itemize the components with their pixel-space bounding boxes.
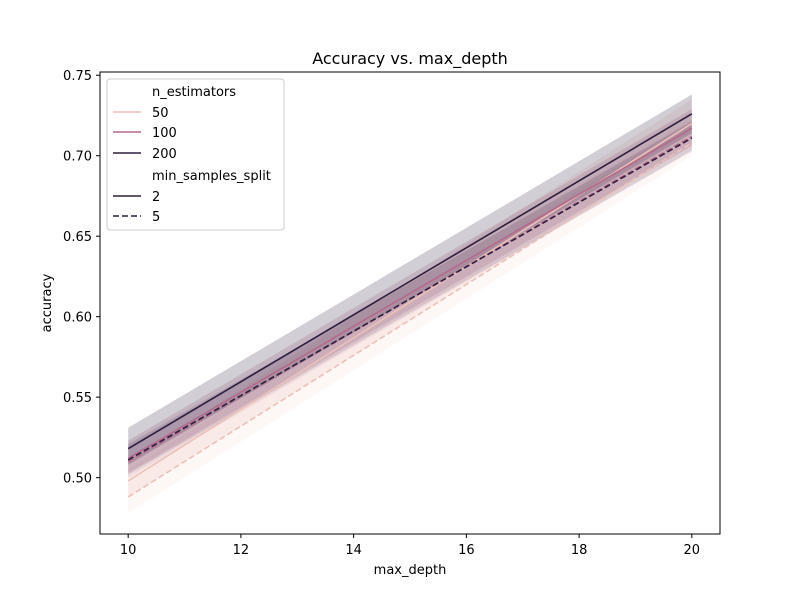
y-axis-label: accuracy: [40, 273, 55, 332]
x-tick-label: 20: [684, 543, 701, 558]
x-tick-label: 14: [345, 543, 362, 558]
plot-frame: [99, 71, 721, 535]
ci-band-n100-mss2: [128, 109, 692, 473]
legend-hue-label: 100: [152, 126, 177, 141]
x-tick-label: 18: [571, 543, 588, 558]
y-tick-label: 0.65: [63, 230, 92, 245]
legend: n_estimators min_samples_split 50 100 200 2…: [106, 78, 285, 231]
y-tick-label: 0.70: [63, 150, 92, 165]
x-tick-label: 10: [120, 543, 137, 558]
y-tick-label: 0.75: [63, 69, 92, 84]
chart-title: Accuracy vs. max_depth: [312, 49, 508, 69]
legend-hue-label: 200: [152, 147, 177, 162]
legend-box: [106, 78, 285, 231]
x-axis-ticks: 10 12 14 16 18 20: [120, 534, 700, 558]
y-tick-label: 0.50: [63, 472, 92, 487]
series-line-n100-mss2: [127, 127, 693, 460]
y-tick-label: 0.55: [63, 391, 92, 406]
y-tick-label: 0.60: [63, 311, 92, 326]
series-lines: [127, 113, 693, 498]
legend-style-label: 5: [152, 210, 160, 225]
y-axis-ticks: 0.50 0.55 0.60 0.65 0.70 0.75: [63, 69, 100, 487]
x-tick-label: 16: [458, 543, 475, 558]
x-axis-label: max_depth: [374, 563, 447, 578]
legend-style-title: min_samples_split: [152, 169, 271, 184]
legend-hue-title: n_estimators: [152, 85, 236, 100]
legend-style-label: 2: [152, 190, 160, 205]
ci-band-n200-mss2: [128, 94, 692, 465]
series-line-n50-mss5: [127, 142, 693, 498]
legend-entries: 50 100 200 2 5: [113, 106, 177, 225]
legend-hue-label: 50: [152, 106, 169, 121]
series-line-n200-mss2: [127, 113, 693, 450]
series-line-n200-mss5: [127, 137, 693, 461]
x-tick-label: 12: [233, 543, 250, 558]
